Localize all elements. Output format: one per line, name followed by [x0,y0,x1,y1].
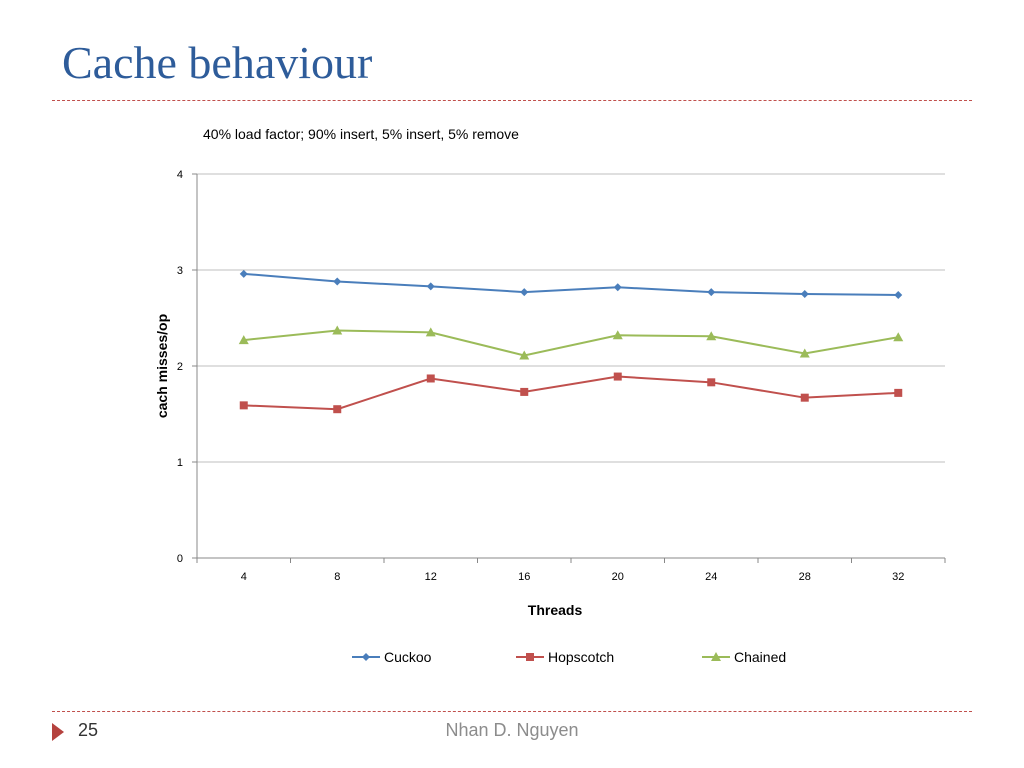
y-tick-label: 4 [177,169,183,181]
series-line [243,272,899,296]
y-tick-label: 3 [177,265,183,277]
x-tick-label: 20 [612,571,624,583]
data-point [612,330,623,340]
chart-title: 40% load factor; 90% insert, 5% insert, … [203,126,519,142]
data-point [426,282,435,291]
series-chained [238,325,904,360]
x-tick-label: 24 [705,571,717,583]
data-point [520,387,529,396]
diamond-icon [362,653,370,661]
x-tick-label: 32 [892,571,904,583]
y-tick-label: 2 [177,361,183,373]
data-point [800,290,809,298]
series-cuckoo [239,269,903,299]
footer-divider [52,711,972,712]
title-divider [52,100,972,101]
data-point [894,388,903,397]
triangle-icon [711,652,721,661]
data-point [613,283,622,292]
data-point [800,393,809,402]
legend-label: Cuckoo [384,649,432,665]
data-point [333,277,342,286]
data-point [893,332,904,342]
x-axis-label: Threads [528,602,583,618]
data-point [239,401,248,410]
x-tick-label: 4 [241,571,247,583]
legend-item-chained: Chained [702,649,786,665]
series [238,269,904,414]
data-point [425,327,436,337]
legend: Cuckoo Hopscotch Chained [352,649,786,665]
x-tick-label: 8 [334,571,340,583]
data-point [519,350,530,360]
data-point [707,288,716,297]
data-point [239,269,248,278]
footer-author: Nhan D. Nguyen [445,720,579,740]
x-tick-label: 16 [518,571,530,583]
legend-item-hopscotch: Hopscotch [516,649,614,665]
data-point [333,405,342,414]
y-axis-label: cach misses/op [154,314,170,418]
series-hopscotch [239,372,903,414]
series-line [243,375,899,411]
y-tick-label: 1 [177,457,183,469]
data-point [426,374,435,383]
legend-label: Hopscotch [548,649,614,665]
x-tick-label: 12 [425,571,437,583]
data-point [332,325,343,335]
data-point [613,372,622,381]
data-point [894,290,903,299]
square-icon [526,653,534,661]
data-point [706,331,717,341]
x-tick-label: 28 [799,571,811,583]
gridlines [197,173,945,463]
data-point [520,288,529,297]
legend-item-cuckoo: Cuckoo [352,649,432,665]
footer-arrow-icon [52,723,64,741]
page-number: 25 [78,720,99,740]
data-point [238,335,249,345]
legend-label: Chained [734,649,786,665]
series-line [243,329,899,357]
y-tick-label: 0 [177,553,183,565]
data-point [799,348,810,358]
line-chart: 40% load factor; 90% insert, 5% insert, … [154,126,946,665]
slide-title: Cache behaviour [62,37,373,88]
data-point [707,378,716,387]
